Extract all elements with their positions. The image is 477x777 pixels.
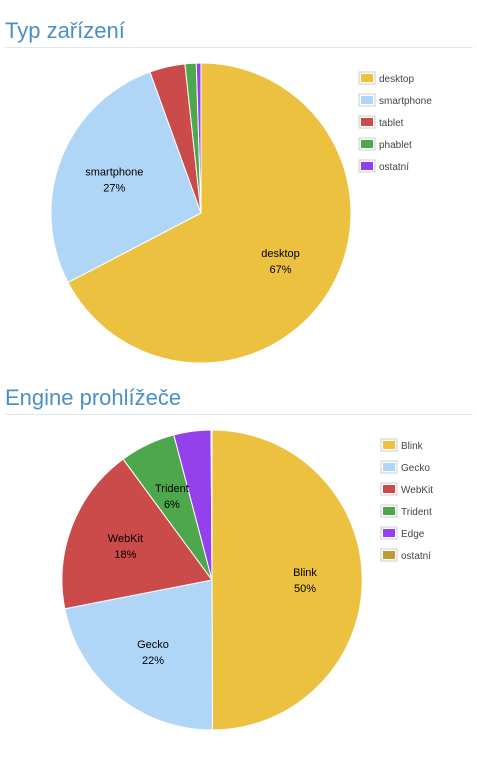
pie-slice-ostatni: [195, 62, 202, 214]
legend-label-blink: Blink: [401, 441, 424, 452]
legend-label-phablet: phablet: [379, 140, 412, 151]
slice-percent-blink: 50%: [294, 583, 316, 595]
legend-label-gecko: Gecko: [401, 463, 430, 474]
legend-swatch-trident: [383, 507, 395, 515]
slice-label-webkit: WebKit: [108, 533, 143, 545]
slice-label-smartphone: smartphone: [85, 166, 143, 178]
slice-percent-webkit: 18%: [114, 549, 136, 561]
pie-slice-blink: [211, 429, 363, 731]
device-type-pie-chart: desktop 67% smartphone 27% desktop smartphone…: [50, 62, 432, 364]
legend-swatch-gecko: [383, 463, 395, 471]
pie-slice-ostatni: [210, 429, 213, 581]
pie-slice-smartphone: [50, 71, 202, 284]
browser-engine-pie-chart: Blink 50% Gecko 22% WebKit 18% Trident 6% Blink G…: [61, 429, 433, 731]
legend-label-ostatni: ostatní: [379, 162, 409, 173]
legend-label-desktop: desktop: [379, 74, 414, 85]
legend-swatch-desktop: [361, 74, 373, 82]
slice-label-desktop: desktop: [261, 248, 300, 260]
chart-title-device-type: Typ zařízení: [5, 18, 125, 43]
slice-percent-trident: 6%: [164, 499, 180, 511]
legend-label-trident: Trident: [401, 507, 432, 518]
slice-percent-desktop: 67%: [269, 264, 291, 276]
legend-swatch-edge: [383, 529, 395, 537]
legend-swatch-tablet: [361, 118, 373, 126]
legend-label-smartphone: smartphone: [379, 96, 432, 107]
legend-swatch-ostatni: [383, 551, 395, 559]
legend-swatch-blink: [383, 441, 395, 449]
pie-slice-gecko: [64, 579, 213, 731]
legend-swatch-phablet: [361, 140, 373, 148]
slice-percent-gecko: 22%: [142, 655, 164, 667]
slice-percent-smartphone: 27%: [103, 182, 125, 194]
legend-swatch-webkit: [383, 485, 395, 493]
legend-label-tablet: tablet: [379, 118, 404, 129]
legend-swatch-ostatni: [361, 162, 373, 170]
legend-label-ostatni: ostatní: [401, 551, 431, 562]
slice-label-trident: Trident: [155, 483, 189, 495]
pie-slice-webkit: [61, 458, 213, 610]
slice-label-blink: Blink: [293, 567, 317, 579]
legend-label-webkit: WebKit: [401, 485, 433, 496]
pie-slice-desktop: [67, 62, 352, 364]
chart-title-browser-engine: Engine prohlížeče: [5, 385, 182, 410]
slice-label-gecko: Gecko: [137, 639, 169, 651]
title-divider: [5, 47, 473, 48]
legend-label-edge: Edge: [401, 529, 425, 540]
legend-swatch-smartphone: [361, 96, 373, 104]
title-divider: [5, 414, 473, 415]
